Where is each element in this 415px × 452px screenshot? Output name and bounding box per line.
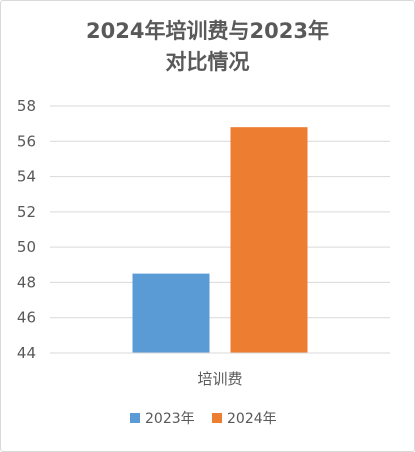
y-tick-label: 48 bbox=[17, 273, 36, 291]
y-axis-ticks: 44 46 48 50 52 54 56 58 bbox=[17, 97, 36, 362]
y-tick-label: 58 bbox=[17, 97, 36, 115]
legend-swatch bbox=[212, 413, 222, 423]
x-category-label: 培训费 bbox=[197, 370, 242, 388]
bar-2 bbox=[230, 127, 308, 354]
y-tick-label: 44 bbox=[17, 344, 36, 362]
y-tick-label: 56 bbox=[17, 132, 36, 150]
chart-title: 2024年培训费与2023年 对比情况 bbox=[0, 16, 415, 78]
legend: 2023年 2024年 bbox=[130, 411, 277, 427]
y-tick-label: 52 bbox=[17, 203, 36, 221]
legend-label: 2024年 bbox=[227, 411, 277, 427]
x-axis: 培训费 bbox=[50, 352, 390, 388]
chart-title-line-2: 对比情况 bbox=[165, 50, 250, 74]
chart-title-line-1: 2024年培训费与2023年 bbox=[86, 19, 329, 43]
legend-label: 2023年 bbox=[145, 411, 195, 427]
legend-swatch bbox=[130, 413, 140, 423]
gridlines bbox=[50, 105, 390, 319]
y-tick-label: 50 bbox=[17, 238, 36, 256]
y-tick-label: 54 bbox=[17, 168, 36, 186]
bar-1 bbox=[132, 273, 210, 353]
y-tick-label: 46 bbox=[17, 309, 36, 327]
bars bbox=[132, 127, 308, 354]
